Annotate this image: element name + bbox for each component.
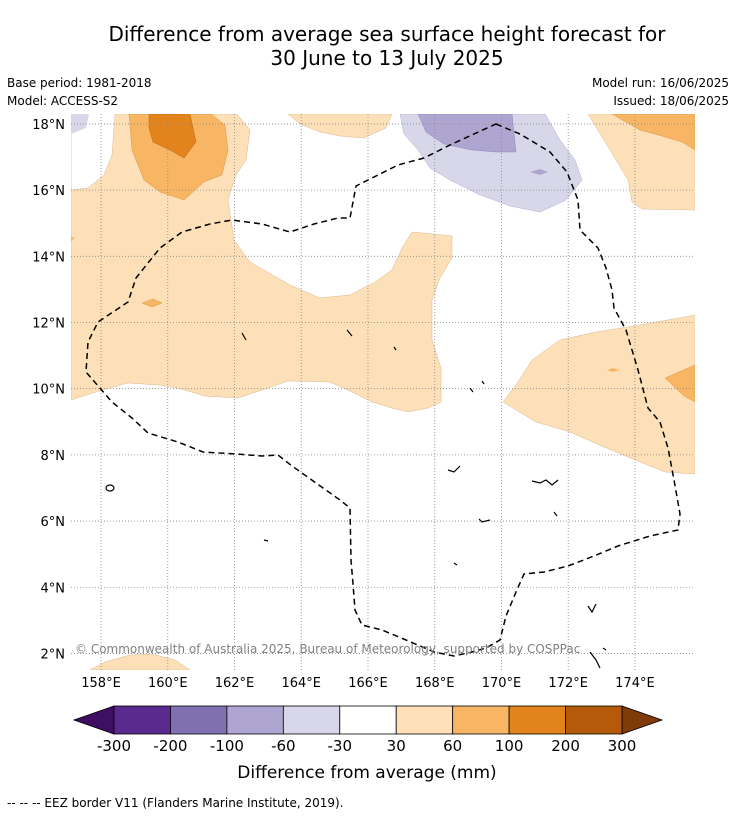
eez-legend: -- -- -- EEZ border V11 (Flanders Marine… bbox=[7, 796, 344, 810]
longitude-label: 158°E bbox=[81, 676, 121, 691]
anomaly-patch-left-edge bbox=[71, 236, 74, 242]
anomaly-region-60-100-northeast bbox=[611, 114, 695, 151]
longitude-label: 172°E bbox=[548, 676, 588, 691]
colorbar-swatch bbox=[339, 705, 397, 735]
map-plot-area bbox=[71, 114, 695, 670]
base-period: Base period: 1981-2018 bbox=[7, 76, 152, 90]
longitude-label: 164°E bbox=[281, 676, 321, 691]
colorbar-tick-label: 300 bbox=[608, 737, 637, 755]
issued-date: Issued: 18/06/2025 bbox=[613, 94, 729, 108]
colorbar-swatch bbox=[113, 705, 171, 735]
anomaly-patch-small-southeast bbox=[607, 368, 619, 372]
map-title: Difference from average sea surface heig… bbox=[0, 22, 736, 70]
latitude-labels: 18°N 16°N 14°N 12°N 10°N 8°N 6°N 4°N 2°N bbox=[32, 118, 65, 663]
latitude-label: 12°N bbox=[32, 317, 65, 332]
colorbar-swatch bbox=[282, 705, 341, 735]
longitude-labels: 158°E 160°E 162°E 164°E 166°E 168°E 170°E 172°E… bbox=[81, 676, 654, 691]
model-run: Model run: 16/06/2025 bbox=[591, 76, 729, 90]
colorbar-tick-label: -300 bbox=[97, 737, 131, 755]
colorbar-swatch bbox=[452, 705, 510, 735]
latitude-label: 18°N bbox=[32, 118, 65, 133]
title-line-1: Difference from average sea surface heig… bbox=[108, 22, 666, 46]
latitude-label: 14°N bbox=[32, 250, 65, 265]
latitude-label: 8°N bbox=[41, 449, 66, 464]
anomaly-region-neg60-neg100-north bbox=[417, 114, 517, 153]
anomaly-region-30-60-north-center bbox=[287, 114, 393, 139]
latitude-label: 6°N bbox=[41, 515, 66, 530]
colorbar: -300 -200 -100 -60 -30 30 60 100 200 300 bbox=[72, 705, 664, 755]
colorbar-tick-label: 100 bbox=[495, 737, 524, 755]
colorbar-tick-label: 30 bbox=[387, 737, 406, 755]
colorbar-swatch bbox=[395, 705, 454, 735]
longitude-label: 166°E bbox=[348, 676, 388, 691]
eez-boundary bbox=[85, 123, 681, 657]
latitude-label: 4°N bbox=[41, 581, 66, 596]
colorbar-label: Difference from average (mm) bbox=[237, 763, 496, 783]
colorbar-tick-label: -30 bbox=[328, 737, 353, 755]
latitude-label: 10°N bbox=[32, 383, 65, 398]
model-name: Model: ACCESS-S2 bbox=[7, 94, 119, 108]
anomaly-region-60-100-southeast bbox=[664, 364, 695, 403]
anomaly-region-30-60-south bbox=[89, 653, 191, 670]
colorbar-tick-label: -200 bbox=[153, 737, 187, 755]
colorbar-swatch bbox=[565, 705, 623, 735]
colorbar-swatch bbox=[226, 705, 284, 735]
latitude-label: 2°N bbox=[41, 647, 66, 662]
title-line-2: 30 June to 13 July 2025 bbox=[270, 46, 504, 70]
island-outlines bbox=[105, 329, 607, 669]
colorbar-tick-label: 200 bbox=[551, 737, 580, 755]
colorbar-extend-high bbox=[621, 705, 664, 735]
copyright-watermark: © Commonwealth of Australia 2025, Bureau… bbox=[75, 642, 580, 656]
longitude-label: 168°E bbox=[415, 676, 455, 691]
longitude-label: 170°E bbox=[482, 676, 522, 691]
meta-left: Base period: 1981-2018 Model: ACCESS-S2 bbox=[7, 74, 152, 110]
colorbar-swatch bbox=[170, 705, 228, 735]
longitude-label: 160°E bbox=[148, 676, 188, 691]
colorbar-tick-label: 60 bbox=[443, 737, 462, 755]
colorbar-tick-label: -100 bbox=[210, 737, 244, 755]
meta-right: Model run: 16/06/2025 Issued: 18/06/2025 bbox=[592, 74, 729, 110]
anomaly-patch-small-west bbox=[141, 298, 163, 308]
longitude-label: 162°E bbox=[215, 676, 255, 691]
anomaly-patch-small-purple bbox=[530, 169, 548, 175]
latitude-label: 16°N bbox=[32, 184, 65, 199]
grid-lines bbox=[71, 114, 695, 670]
colorbar-extend-low bbox=[72, 705, 115, 735]
anomaly-region-100-200-north bbox=[148, 114, 197, 159]
longitude-label: 174°E bbox=[615, 676, 655, 691]
colorbar-swatch bbox=[508, 705, 566, 735]
anomaly-region-30-60-southeast bbox=[502, 314, 695, 475]
colorbar-tick-label: -60 bbox=[271, 737, 296, 755]
